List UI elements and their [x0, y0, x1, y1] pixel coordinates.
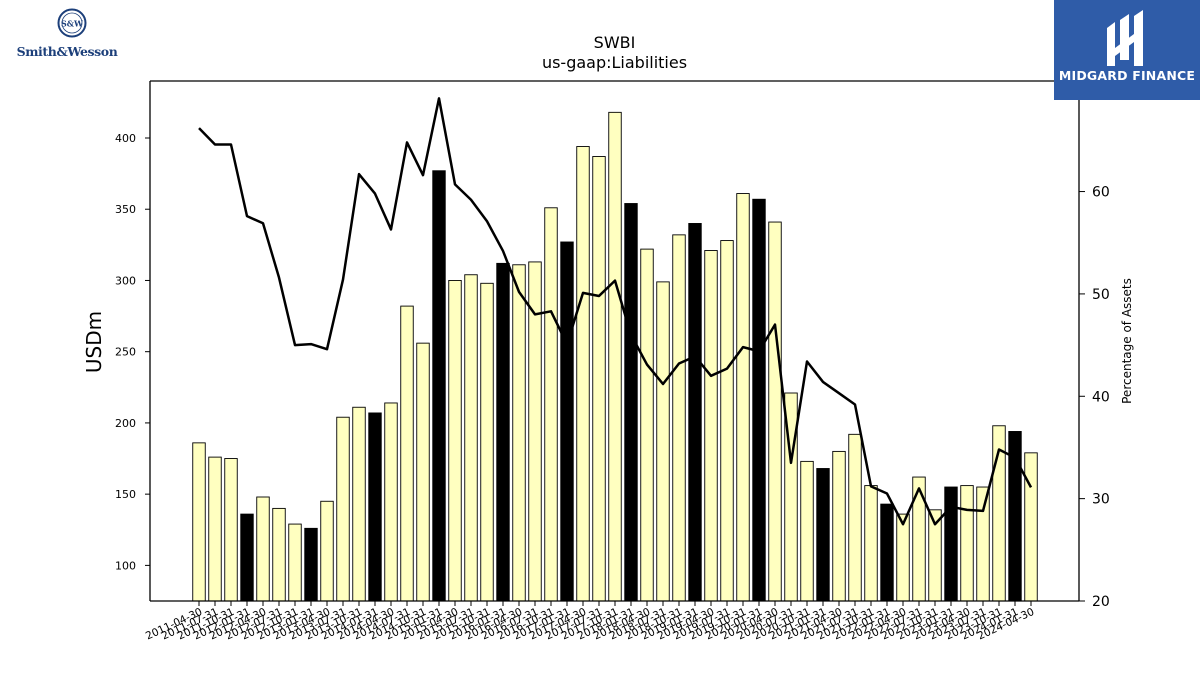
smith-wesson-logo: S&W Smith&Wesson — [6, 6, 128, 60]
bar-2012-04-30 — [256, 496, 270, 602]
y-tick-label: 350 — [115, 203, 136, 216]
bar-2015-04-30 — [448, 280, 462, 602]
bar-2024-04-30 — [1024, 452, 1038, 602]
bar-2013-10-31 — [352, 406, 366, 602]
bar-2014-01-31 — [368, 412, 382, 602]
y2-tick-label: 30 — [1092, 492, 1110, 508]
bar-2011-07-31 — [208, 456, 222, 602]
midgard-finance-logo: MIDGARD FINANCE — [1054, 0, 1200, 100]
bar-2021-10-31 — [864, 485, 878, 602]
bar-2019-01-31 — [688, 223, 702, 602]
bar-2020-04-30 — [768, 221, 782, 602]
midgard-wordmark: MIDGARD FINANCE — [1058, 68, 1196, 83]
bar-2018-01-31 — [624, 203, 638, 602]
y2-tick-label: 60 — [1092, 185, 1110, 201]
bar-2019-07-31 — [720, 240, 734, 602]
bar-2023-07-31 — [976, 486, 990, 602]
bar-2017-07-31 — [592, 156, 606, 602]
bar-2012-10-31 — [288, 523, 302, 602]
y2-axis-label: Percentage of Assets — [1120, 278, 1134, 404]
bar-2017-04-30 — [576, 146, 590, 602]
bar-2022-01-31 — [880, 503, 894, 602]
y-axis-label: USDm — [82, 311, 106, 373]
y2-tick-label: 40 — [1092, 389, 1110, 405]
chart-title: SWBI — [594, 33, 636, 52]
bar-2014-10-31 — [416, 342, 430, 602]
y-tick-label: 100 — [115, 559, 136, 572]
bar-2015-07-31 — [464, 274, 478, 602]
smith-wesson-emblem-icon: S&W — [57, 8, 87, 38]
bar-2023-04-30 — [960, 485, 974, 602]
bar-2017-10-31 — [608, 111, 622, 602]
percentage-line — [198, 97, 1033, 526]
bar-2022-04-30 — [896, 513, 910, 602]
bar-2016-04-30 — [512, 264, 526, 602]
bar-2021-01-31 — [816, 468, 830, 602]
bar-2016-01-31 — [496, 262, 510, 602]
bar-2016-10-31 — [544, 207, 558, 602]
right-axis-ticks: 20 30 40 50 60 — [1079, 185, 1110, 610]
x-axis-ticks: 2011-04-302011-07-312011-10-312012-01-31… — [144, 601, 1036, 643]
bar-2015-10-31 — [480, 282, 494, 602]
y-tick-label: 400 — [115, 132, 136, 145]
bar-2019-10-31 — [736, 193, 750, 602]
bar-2013-07-31 — [336, 416, 350, 602]
bar-2011-04-30 — [192, 442, 206, 602]
smith-wesson-wordmark: Smith&Wesson — [16, 44, 118, 59]
y-tick-label: 250 — [115, 346, 136, 359]
bar-2014-04-30 — [384, 402, 398, 602]
bar-2012-07-31 — [272, 507, 286, 602]
emblem-monogram: S&W — [61, 19, 84, 29]
y-tick-label: 200 — [115, 417, 136, 430]
y-tick-label: 150 — [115, 488, 136, 501]
bar-2017-01-31 — [560, 241, 574, 602]
bar-2020-10-31 — [800, 460, 814, 602]
bar-2018-07-31 — [656, 281, 670, 602]
bar-2020-01-31 — [752, 198, 766, 602]
bar-2021-04-30 — [832, 450, 846, 602]
bar-series — [192, 111, 1038, 602]
bar-2021-07-31 — [848, 433, 862, 602]
bar-2011-10-31 — [224, 458, 238, 602]
y2-tick-label: 50 — [1092, 287, 1110, 303]
bar-2013-01-31 — [304, 527, 318, 602]
y2-tick-label: 20 — [1092, 594, 1110, 610]
y-tick-label: 300 — [115, 274, 136, 287]
bar-2018-04-30 — [640, 248, 654, 602]
bar-2012-01-31 — [240, 513, 254, 602]
left-axis-ticks: 100 150 200 250 300 350 400 — [115, 132, 150, 572]
bar-2019-04-30 — [704, 250, 718, 602]
midgard-emblem-icon — [1107, 10, 1143, 66]
chart-subtitle: us-gaap:Liabilities — [542, 53, 687, 72]
bar-2014-07-31 — [400, 305, 414, 602]
bar-2018-10-31 — [672, 234, 686, 602]
bar-2013-04-30 — [320, 500, 334, 602]
bar-2023-01-31 — [944, 486, 958, 602]
bar-2015-01-31 — [432, 170, 446, 602]
